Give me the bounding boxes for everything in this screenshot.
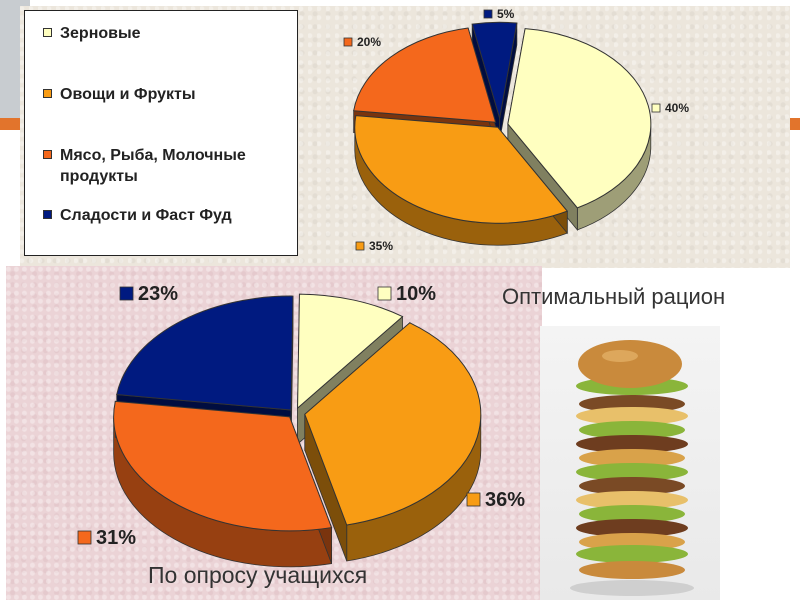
stacked-burger-icon [570,340,694,596]
optimal-slice-1 [354,115,569,224]
burger-photo [540,326,720,600]
optimal-label-swatch-1 [355,241,365,251]
survey-data-label-0: 10% [377,283,436,305]
optimal-slice-3 [471,21,518,119]
burger-layer [576,463,688,481]
burger-layer [576,545,688,563]
optimal-diet-caption: Оптимальный рацион [502,284,726,309]
burger-layer [576,435,688,453]
survey-data-label-1: 36% [466,489,525,511]
burger-layer [576,491,688,509]
optimal-label-text-2: 20% [357,35,381,49]
survey-slice-0 [297,293,404,410]
legend-swatch-veg [43,89,52,98]
survey-slice-2 [113,400,333,532]
legend-swatch-sweets [43,210,52,219]
survey-label-swatch-3 [119,286,134,301]
optimal-data-label-2: 20% [343,35,381,49]
survey-caption: По опросу учащихся [148,562,368,588]
survey-label-text-3: 23% [138,283,178,305]
optimal-label-swatch-3 [483,9,493,19]
survey-label-swatch-0 [377,286,392,301]
burger-layer [579,477,685,495]
survey-label-text-1: 36% [485,489,525,511]
burger-layer [579,561,685,579]
survey-data-label-3: 23% [119,283,178,305]
optimal-label-text-0: 40% [665,101,689,115]
legend-swatch-meat [43,150,52,159]
legend-label-grain: Зерновые [60,25,141,42]
legend-label-sweets: Сладости и Фаст Фуд [60,207,232,224]
survey-slice-1 [304,322,482,526]
optimal-label-text-1: 35% [369,239,393,253]
burger-layer [576,519,688,537]
optimal-label-text-3: 5% [497,7,515,21]
burger-layer [576,407,688,425]
optimal-slice-0 [507,28,652,209]
survey-label-text-2: 31% [96,527,136,549]
legend-item-veg: Овощи и Фрукты [43,84,300,105]
optimal-slice-2 [353,27,497,123]
optimal-data-label-3: 5% [483,7,515,21]
legend-swatch-grain [43,28,52,37]
burger-layer [579,421,685,439]
legend-label-meat: Мясо, Рыба, Молочные продукты [60,147,246,185]
legend-item-grain: Зерновые [43,23,300,44]
optimal-label-swatch-2 [343,37,353,47]
survey-label-text-0: 10% [396,283,436,305]
survey-slice-3 [116,295,294,411]
burger-layer [579,505,685,523]
chart-legend: Зерновые Овощи и Фрукты Мясо, Рыба, Моло… [24,10,298,256]
optimal-data-label-0: 40% [651,101,689,115]
legend-item-sweets: Сладости и Фаст Фуд [43,205,300,226]
burger-layer [579,449,685,467]
survey-label-swatch-2 [77,530,92,545]
optimal-data-label-1: 35% [355,239,393,253]
optimal-label-swatch-0 [651,103,661,113]
survey-data-label-2: 31% [77,527,136,549]
survey-label-swatch-1 [466,492,481,507]
legend-item-meat: Мясо, Рыба, Молочные продукты [43,145,300,187]
legend-label-veg: Овощи и Фрукты [60,86,196,103]
